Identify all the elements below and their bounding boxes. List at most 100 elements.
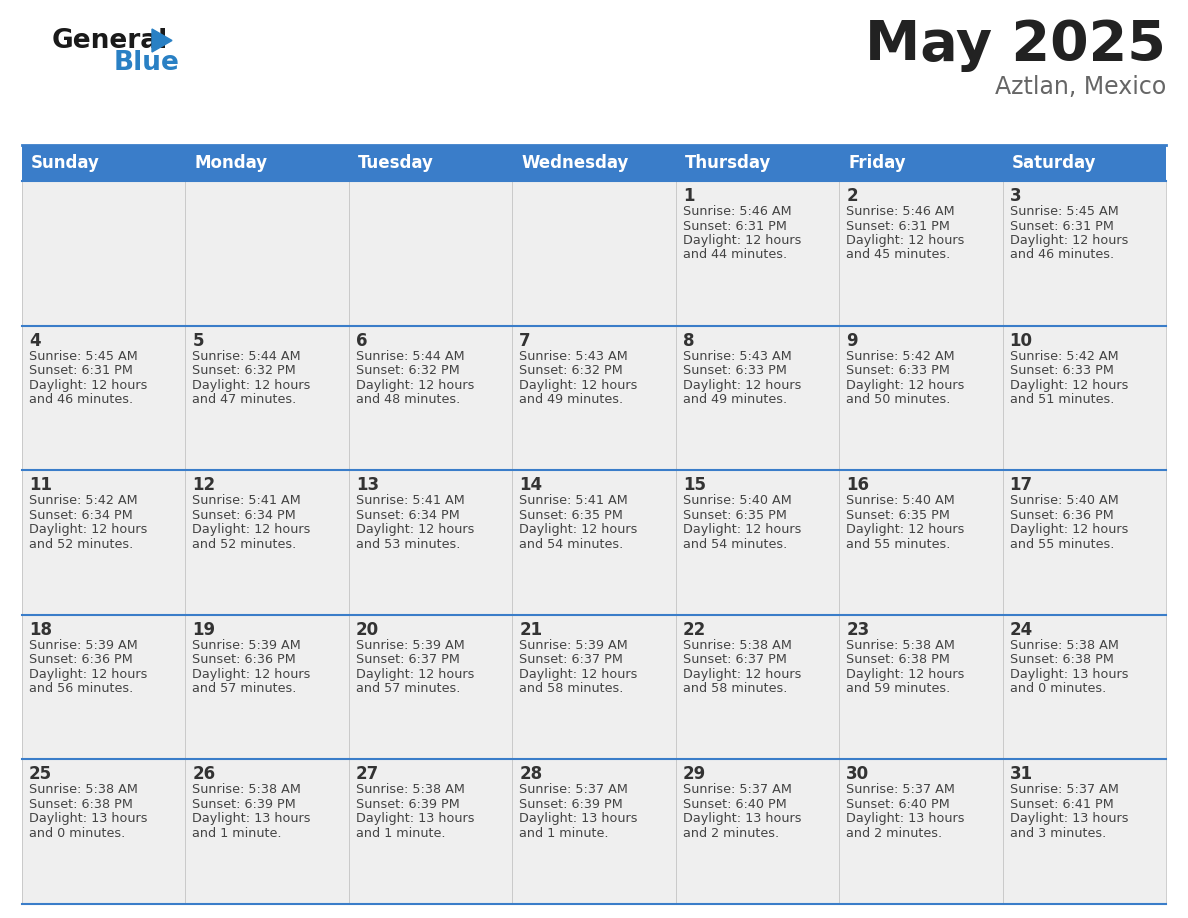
- Text: Sunrise: 5:38 AM: Sunrise: 5:38 AM: [1010, 639, 1118, 652]
- Text: Daylight: 13 hours: Daylight: 13 hours: [1010, 812, 1129, 825]
- Text: Monday: Monday: [195, 154, 267, 172]
- Text: Sunset: 6:36 PM: Sunset: 6:36 PM: [29, 654, 133, 666]
- Text: Tuesday: Tuesday: [358, 154, 434, 172]
- Bar: [349, 759, 512, 904]
- Bar: [676, 470, 839, 615]
- Text: 16: 16: [846, 476, 870, 494]
- Bar: [349, 615, 512, 759]
- Text: 31: 31: [1010, 766, 1032, 783]
- Bar: [839, 326, 1003, 470]
- Text: Sunrise: 5:42 AM: Sunrise: 5:42 AM: [846, 350, 955, 363]
- Text: Daylight: 12 hours: Daylight: 12 hours: [1010, 378, 1127, 392]
- Text: Daylight: 13 hours: Daylight: 13 hours: [519, 812, 638, 825]
- Text: Sunset: 6:37 PM: Sunset: 6:37 PM: [356, 654, 460, 666]
- Text: Sunrise: 5:45 AM: Sunrise: 5:45 AM: [1010, 205, 1118, 218]
- Text: 24: 24: [1010, 621, 1032, 639]
- Bar: [1003, 181, 1165, 326]
- Text: Wednesday: Wednesday: [522, 154, 628, 172]
- Text: and 45 minutes.: and 45 minutes.: [846, 249, 950, 262]
- Bar: [185, 145, 349, 181]
- Text: and 55 minutes.: and 55 minutes.: [846, 538, 950, 551]
- Text: Sunrise: 5:45 AM: Sunrise: 5:45 AM: [29, 350, 138, 363]
- Text: Daylight: 13 hours: Daylight: 13 hours: [1010, 667, 1129, 681]
- Text: Sunset: 6:36 PM: Sunset: 6:36 PM: [192, 654, 296, 666]
- Text: Daylight: 12 hours: Daylight: 12 hours: [1010, 523, 1127, 536]
- Bar: [23, 615, 185, 759]
- Text: Sunday: Sunday: [31, 154, 100, 172]
- Text: Sunset: 6:40 PM: Sunset: 6:40 PM: [846, 798, 950, 811]
- Text: 29: 29: [683, 766, 706, 783]
- Text: Sunrise: 5:40 AM: Sunrise: 5:40 AM: [1010, 494, 1118, 508]
- Text: Sunrise: 5:38 AM: Sunrise: 5:38 AM: [29, 783, 138, 797]
- Text: Sunrise: 5:37 AM: Sunrise: 5:37 AM: [1010, 783, 1118, 797]
- Text: 13: 13: [356, 476, 379, 494]
- Text: Sunrise: 5:37 AM: Sunrise: 5:37 AM: [846, 783, 955, 797]
- Text: Daylight: 12 hours: Daylight: 12 hours: [846, 234, 965, 247]
- Text: Daylight: 12 hours: Daylight: 12 hours: [683, 667, 801, 681]
- Bar: [839, 470, 1003, 615]
- Text: Sunset: 6:39 PM: Sunset: 6:39 PM: [519, 798, 623, 811]
- Bar: [676, 181, 839, 326]
- Text: Daylight: 12 hours: Daylight: 12 hours: [356, 667, 474, 681]
- Text: Sunset: 6:41 PM: Sunset: 6:41 PM: [1010, 798, 1113, 811]
- Text: Sunset: 6:39 PM: Sunset: 6:39 PM: [356, 798, 460, 811]
- Bar: [349, 145, 512, 181]
- Text: May 2025: May 2025: [865, 18, 1165, 72]
- Text: 14: 14: [519, 476, 543, 494]
- Text: and 48 minutes.: and 48 minutes.: [356, 393, 460, 406]
- Text: Daylight: 13 hours: Daylight: 13 hours: [192, 812, 311, 825]
- Text: Sunset: 6:32 PM: Sunset: 6:32 PM: [192, 364, 296, 377]
- Bar: [23, 145, 185, 181]
- Text: Sunset: 6:39 PM: Sunset: 6:39 PM: [192, 798, 296, 811]
- Bar: [512, 615, 676, 759]
- Text: Sunset: 6:38 PM: Sunset: 6:38 PM: [29, 798, 133, 811]
- Text: 8: 8: [683, 331, 694, 350]
- Text: Daylight: 12 hours: Daylight: 12 hours: [356, 523, 474, 536]
- Text: Daylight: 13 hours: Daylight: 13 hours: [683, 812, 801, 825]
- Text: and 3 minutes.: and 3 minutes.: [1010, 827, 1106, 840]
- Bar: [1003, 326, 1165, 470]
- Text: Saturday: Saturday: [1011, 154, 1097, 172]
- Text: and 58 minutes.: and 58 minutes.: [519, 682, 624, 695]
- Text: 12: 12: [192, 476, 215, 494]
- Text: Daylight: 12 hours: Daylight: 12 hours: [846, 667, 965, 681]
- Text: Daylight: 12 hours: Daylight: 12 hours: [683, 234, 801, 247]
- Text: and 57 minutes.: and 57 minutes.: [192, 682, 297, 695]
- Text: and 49 minutes.: and 49 minutes.: [519, 393, 624, 406]
- Text: and 54 minutes.: and 54 minutes.: [683, 538, 786, 551]
- Text: Sunset: 6:40 PM: Sunset: 6:40 PM: [683, 798, 786, 811]
- Bar: [512, 145, 676, 181]
- Text: and 0 minutes.: and 0 minutes.: [1010, 682, 1106, 695]
- Text: Sunrise: 5:46 AM: Sunrise: 5:46 AM: [846, 205, 955, 218]
- Text: 20: 20: [356, 621, 379, 639]
- Bar: [839, 759, 1003, 904]
- Text: and 1 minute.: and 1 minute.: [356, 827, 446, 840]
- Text: Sunset: 6:38 PM: Sunset: 6:38 PM: [1010, 654, 1113, 666]
- Polygon shape: [152, 29, 172, 52]
- Text: Sunset: 6:31 PM: Sunset: 6:31 PM: [1010, 219, 1113, 232]
- Text: Sunrise: 5:39 AM: Sunrise: 5:39 AM: [519, 639, 628, 652]
- Text: 23: 23: [846, 621, 870, 639]
- Text: Sunrise: 5:44 AM: Sunrise: 5:44 AM: [356, 350, 465, 363]
- Text: Sunrise: 5:43 AM: Sunrise: 5:43 AM: [683, 350, 791, 363]
- Text: Sunrise: 5:41 AM: Sunrise: 5:41 AM: [519, 494, 628, 508]
- Text: Sunrise: 5:37 AM: Sunrise: 5:37 AM: [519, 783, 628, 797]
- Text: Sunset: 6:38 PM: Sunset: 6:38 PM: [846, 654, 950, 666]
- Text: 5: 5: [192, 331, 204, 350]
- Text: Sunset: 6:37 PM: Sunset: 6:37 PM: [683, 654, 786, 666]
- Bar: [349, 470, 512, 615]
- Text: 1: 1: [683, 187, 694, 205]
- Text: 4: 4: [29, 331, 40, 350]
- Text: 17: 17: [1010, 476, 1032, 494]
- Bar: [23, 181, 185, 326]
- Text: 9: 9: [846, 331, 858, 350]
- Bar: [512, 759, 676, 904]
- Text: 25: 25: [29, 766, 52, 783]
- Text: and 49 minutes.: and 49 minutes.: [683, 393, 786, 406]
- Text: Sunrise: 5:40 AM: Sunrise: 5:40 AM: [683, 494, 791, 508]
- Text: 10: 10: [1010, 331, 1032, 350]
- Bar: [1003, 470, 1165, 615]
- Text: Sunset: 6:34 PM: Sunset: 6:34 PM: [192, 509, 296, 521]
- Text: Sunset: 6:33 PM: Sunset: 6:33 PM: [1010, 364, 1113, 377]
- Bar: [185, 181, 349, 326]
